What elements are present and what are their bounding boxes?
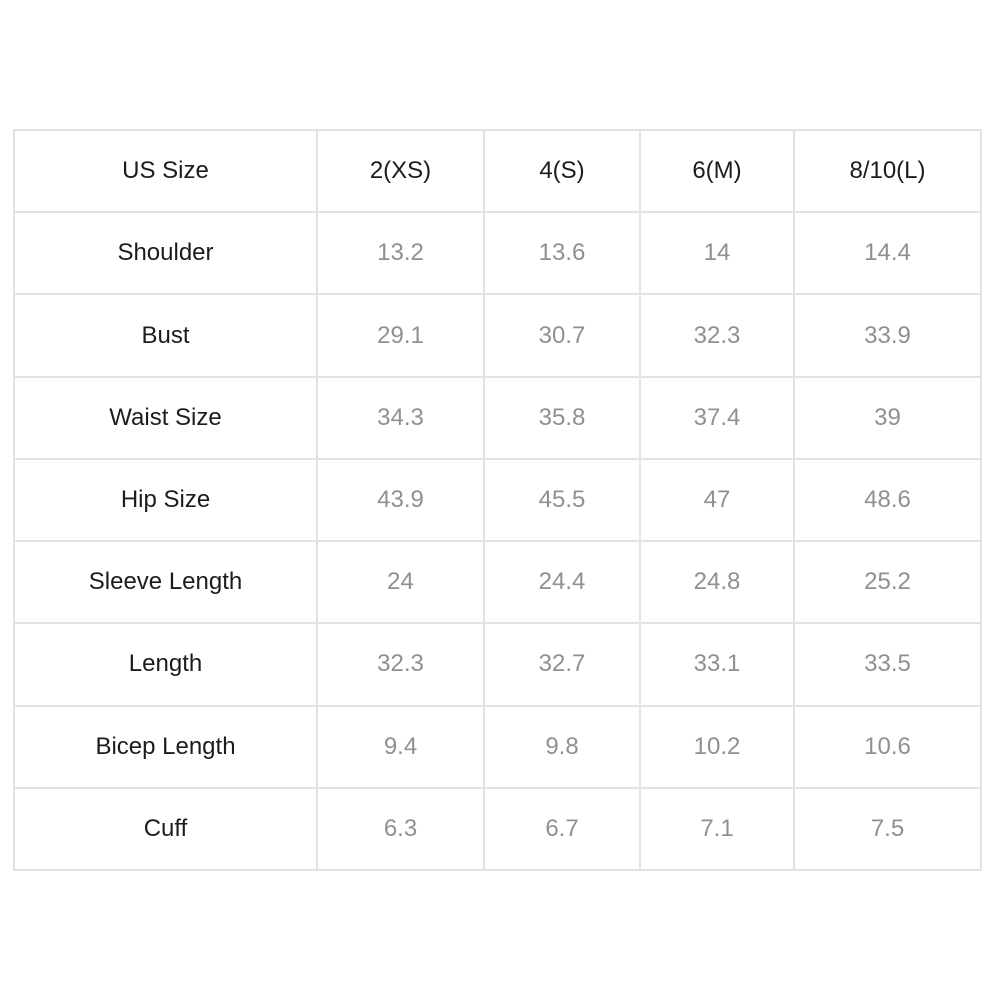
value-cell: 33.1 [639,622,795,707]
header-cell-2xs: 2(XS) [316,128,485,214]
row-label-shoulder: Shoulder [13,211,318,296]
header-cell-us-size: US Size [13,128,318,214]
table-row-waist-size: Waist Size 34.3 35.8 37.4 39 [13,375,982,460]
value-cell: 6.7 [483,786,641,872]
size-chart-table: US Size 2(XS) 4(S) 6(M) 8/10(L) Shoulder… [13,128,982,872]
value-cell: 48.6 [793,457,982,543]
value-cell: 30.7 [483,293,641,378]
row-label-cuff: Cuff [13,786,318,872]
value-cell: 24.4 [483,540,641,625]
table-row-shoulder: Shoulder 13.2 13.6 14 14.4 [13,211,982,296]
row-label-bicep-length: Bicep Length [13,704,318,789]
value-cell: 29.1 [316,293,485,378]
value-cell: 33.5 [793,622,982,707]
table-row-bust: Bust 29.1 30.7 32.3 33.9 [13,293,982,378]
size-chart: US Size 2(XS) 4(S) 6(M) 8/10(L) Shoulder… [13,128,982,872]
table-row-sleeve-length: Sleeve Length 24 24.4 24.8 25.2 [13,540,982,625]
value-cell: 35.8 [483,375,641,460]
row-label-length: Length [13,622,318,707]
header-cell-4s: 4(S) [483,128,641,214]
header-cell-810l: 8/10(L) [793,128,982,214]
value-cell: 24.8 [639,540,795,625]
value-cell: 32.3 [316,622,485,707]
row-label-bust: Bust [13,293,318,378]
table-row-cuff: Cuff 6.3 6.7 7.1 7.5 [13,786,982,872]
value-cell: 45.5 [483,457,641,543]
value-cell: 25.2 [793,540,982,625]
value-cell: 32.3 [639,293,795,378]
value-cell: 39 [793,375,982,460]
value-cell: 47 [639,457,795,543]
value-cell: 9.4 [316,704,485,789]
value-cell: 7.1 [639,786,795,872]
table-row-length: Length 32.3 32.7 33.1 33.5 [13,622,982,707]
header-cell-6m: 6(M) [639,128,795,214]
value-cell: 10.2 [639,704,795,789]
value-cell: 14 [639,211,795,296]
value-cell: 33.9 [793,293,982,378]
row-label-hip-size: Hip Size [13,457,318,543]
table-header-row: US Size 2(XS) 4(S) 6(M) 8/10(L) [13,128,982,214]
value-cell: 7.5 [793,786,982,872]
row-label-waist-size: Waist Size [13,375,318,460]
value-cell: 14.4 [793,211,982,296]
value-cell: 43.9 [316,457,485,543]
value-cell: 34.3 [316,375,485,460]
value-cell: 13.2 [316,211,485,296]
table-row-hip-size: Hip Size 43.9 45.5 47 48.6 [13,457,982,543]
value-cell: 24 [316,540,485,625]
row-label-sleeve-length: Sleeve Length [13,540,318,625]
table-row-bicep-length: Bicep Length 9.4 9.8 10.2 10.6 [13,704,982,789]
value-cell: 13.6 [483,211,641,296]
value-cell: 37.4 [639,375,795,460]
value-cell: 32.7 [483,622,641,707]
value-cell: 10.6 [793,704,982,789]
value-cell: 6.3 [316,786,485,872]
value-cell: 9.8 [483,704,641,789]
